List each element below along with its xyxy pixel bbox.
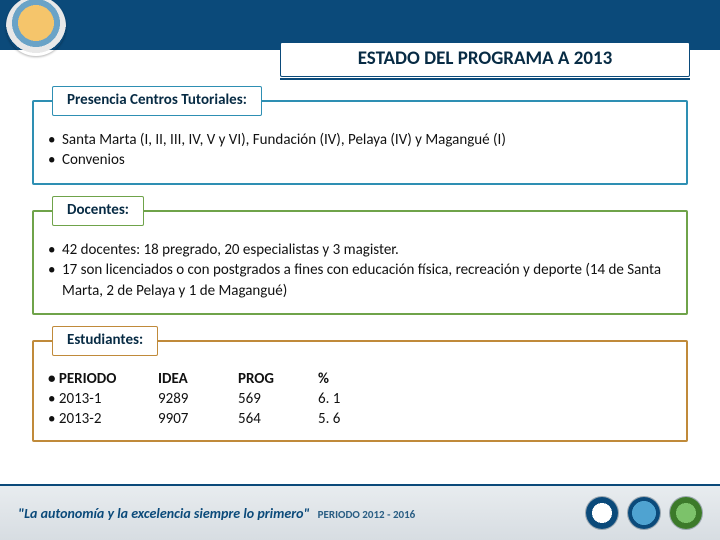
bullet-text: Convenios [62, 150, 125, 170]
table-cell: 9289 [158, 390, 238, 408]
bullet-text: 17 son licenciados o con postgrados a fi… [62, 260, 672, 301]
table-cell: 5. 6 [318, 410, 378, 428]
section-legend-docentes: Docentes: [52, 196, 144, 226]
presencia-item: •Santa Marta (I, II, III, IV, V y VI), F… [48, 130, 672, 150]
table-cell: 9907 [158, 410, 238, 428]
table-cell: 6. 1 [318, 390, 378, 408]
section-frame-presencia: Presencia Centros Tutoriales: •Santa Mar… [32, 100, 688, 185]
footer-bar: "La autonomía y la excelencia siempre lo… [0, 484, 720, 540]
footer-period: PERIODO 2012 - 2016 [318, 508, 416, 521]
bullet-text: 42 docentes: 18 pregrado, 20 especialist… [62, 240, 399, 260]
presencia-item: •Convenios [48, 150, 672, 170]
section-presencia: Presencia Centros Tutoriales: •Santa Mar… [32, 100, 688, 185]
table-cell: 564 [238, 410, 318, 428]
section-legend-estudiantes: Estudiantes: [52, 326, 158, 356]
section-frame-docentes: Docentes: •42 docentes: 18 pregrado, 20 … [32, 210, 688, 315]
docentes-item: •17 son licenciados o con postgrados a f… [48, 260, 672, 301]
accreditation-badge-icon [586, 497, 618, 529]
table-header: IDEA [158, 370, 238, 388]
table-cell: 2013-1 [48, 390, 158, 408]
table-cell: 2013-2 [48, 410, 158, 428]
table-cell: 569 [238, 390, 318, 408]
quality-badge-icon [670, 497, 702, 529]
table-header: % [318, 370, 378, 388]
university-logo [6, 0, 66, 56]
estudiantes-table: PERIODO IDEA PROG % 2013-1 9289 569 6. 1… [48, 370, 672, 428]
section-estudiantes: Estudiantes: PERIODO IDEA PROG % 2013-1 … [32, 340, 688, 442]
footer-badges [586, 497, 702, 529]
docentes-content: •42 docentes: 18 pregrado, 20 especialis… [48, 240, 672, 301]
docentes-item: •42 docentes: 18 pregrado, 20 especialis… [48, 240, 672, 260]
presencia-content: •Santa Marta (I, II, III, IV, V y VI), F… [48, 130, 672, 171]
table-header: PERIODO [48, 370, 158, 388]
bullet-text: Santa Marta (I, II, III, IV, V y VI), Fu… [62, 130, 506, 150]
table-header: PROG [238, 370, 318, 388]
cna-badge-icon [628, 497, 660, 529]
section-docentes: Docentes: •42 docentes: 18 pregrado, 20 … [32, 210, 688, 315]
title-underline [280, 78, 690, 80]
title-container: ESTADO DEL PROGRAMA A 2013 [280, 42, 690, 80]
section-frame-estudiantes: Estudiantes: PERIODO IDEA PROG % 2013-1 … [32, 340, 688, 442]
footer-motto: "La autonomía y la excelencia siempre lo… [18, 505, 310, 522]
page-title: ESTADO DEL PROGRAMA A 2013 [280, 42, 690, 77]
section-legend-presencia: Presencia Centros Tutoriales: [52, 86, 262, 116]
footer-motto-wrap: "La autonomía y la excelencia siempre lo… [18, 505, 415, 522]
